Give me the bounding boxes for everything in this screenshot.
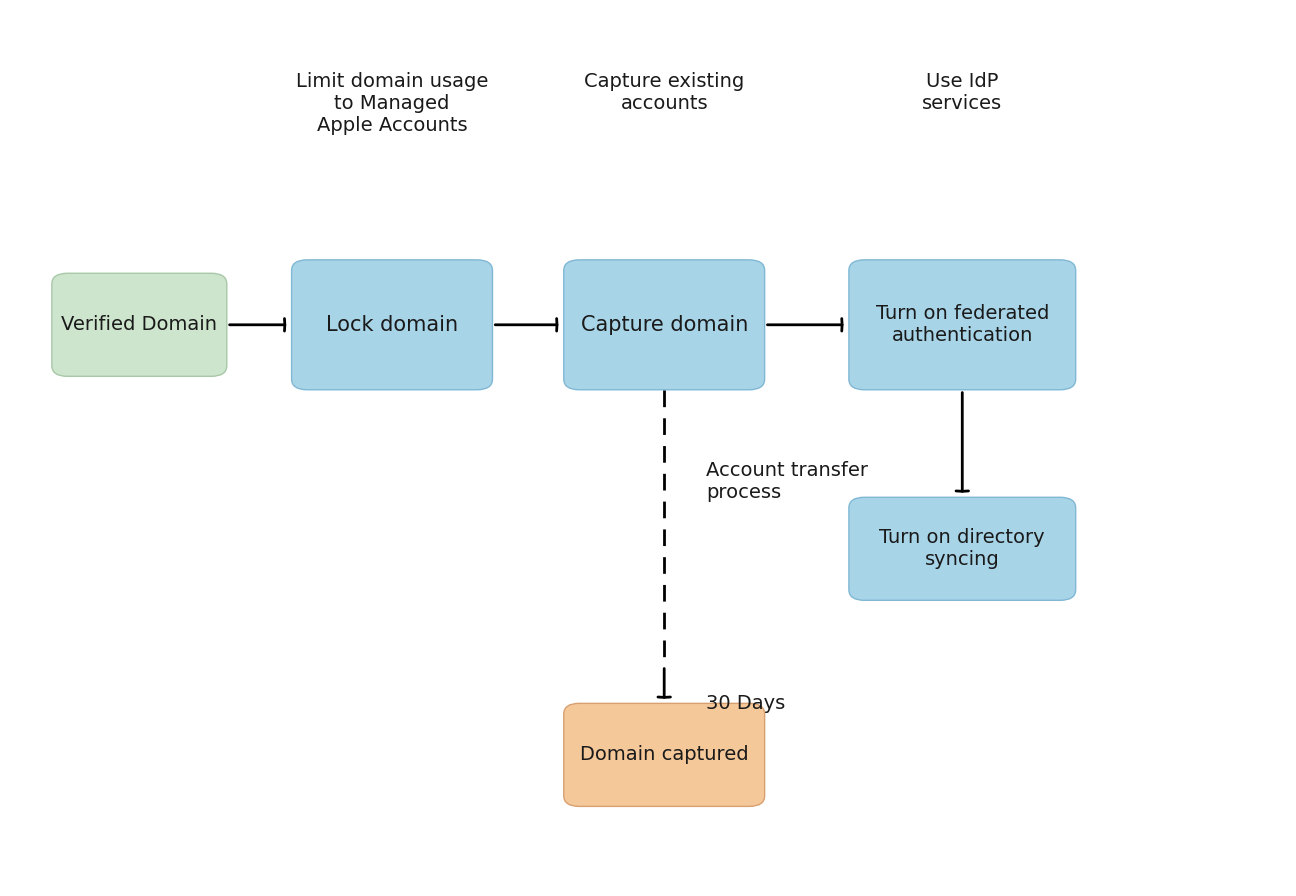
FancyBboxPatch shape [849,497,1076,600]
Text: Domain captured: Domain captured [579,745,749,764]
Text: Use IdP
services: Use IdP services [923,72,1002,113]
Text: Turn on federated
authentication: Turn on federated authentication [876,305,1048,345]
FancyBboxPatch shape [292,260,492,390]
FancyBboxPatch shape [52,273,227,376]
Text: Capture domain: Capture domain [581,314,748,335]
Text: 30 Days: 30 Days [706,694,785,713]
Text: Account transfer
process: Account transfer process [706,461,868,503]
Text: Verified Domain: Verified Domain [61,315,218,334]
Text: Limit domain usage
to Managed
Apple Accounts: Limit domain usage to Managed Apple Acco… [295,72,489,134]
FancyBboxPatch shape [564,703,765,806]
FancyBboxPatch shape [564,260,765,390]
Text: Lock domain: Lock domain [327,314,457,335]
Text: Turn on directory
syncing: Turn on directory syncing [880,529,1045,569]
FancyBboxPatch shape [849,260,1076,390]
Text: Capture existing
accounts: Capture existing accounts [584,72,744,113]
